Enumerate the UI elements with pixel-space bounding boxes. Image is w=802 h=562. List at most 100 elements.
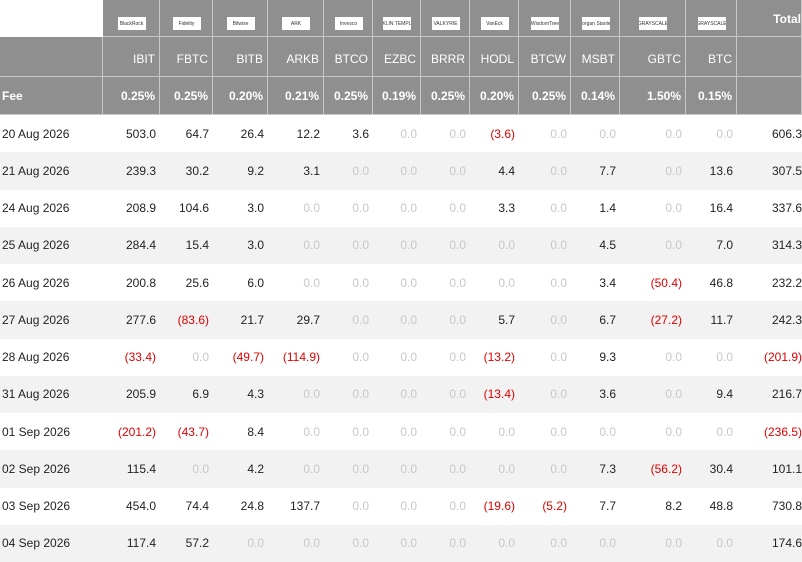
flow-cell: 0.0 [421,338,470,376]
flow-cell: 0.0 [519,115,571,153]
flow-cell: 0.0 [519,450,571,488]
flow-cell: 0.0 [160,338,213,376]
fee: 0.25% [324,77,373,115]
flow-cell: 29.7 [268,301,324,339]
flow-cell: 0.0 [373,487,421,525]
flow-cell: (13.4) [470,375,519,413]
flow-cell: 0.0 [324,152,373,190]
flow-cell: 0.0 [470,264,519,302]
fund-logo: FRANKLIN TEMPLETON [383,17,411,30]
flow-cell: 0.0 [324,413,373,451]
flow-cell: 0.0 [373,152,421,190]
flow-cell: 13.6 [686,152,737,190]
flow-cell: 0.0 [686,115,737,153]
flow-cell: 3.6 [571,375,620,413]
fund-logo: GRAYSCALE [697,17,726,30]
flow-cell: 0.0 [268,450,324,488]
ticker: HODL [470,37,519,77]
total-cell: 242.3 [737,301,802,339]
flow-cell: 0.0 [519,524,571,562]
flow-cell: 74.4 [160,487,213,525]
flow-cell: 3.3 [470,189,519,227]
flow-cell: 0.0 [268,264,324,302]
flow-cell: 1.4 [571,189,620,227]
flow-cell: 0.0 [421,450,470,488]
flow-cell: 0.0 [620,189,686,227]
flow-cell: 0.0 [421,189,470,227]
flow-cell: 0.0 [620,152,686,190]
total-cell: 314.3 [737,226,802,264]
flow-cell: 46.8 [686,264,737,302]
flow-cell: 0.0 [373,413,421,451]
fund-logo: Bitwise [226,17,255,30]
flow-cell: 503.0 [103,115,160,153]
fee: 0.14% [571,77,620,115]
date: 27 Aug 2026 [0,301,103,339]
flow-cell: 0.0 [373,115,421,153]
flow-cell: 0.0 [470,413,519,451]
flow-cell: 0.0 [324,338,373,376]
total-cell: 730.8 [737,487,802,525]
flow-cell: 0.0 [686,413,737,451]
flow-cell: 3.4 [571,264,620,302]
flow-cell: 0.0 [373,189,421,227]
flow-cell: 11.7 [686,301,737,339]
flow-cell: 15.4 [160,226,213,264]
fund-logo: Morgan Stanley [581,17,610,30]
flow-cell: 0.0 [324,450,373,488]
flow-cell: 4.3 [213,375,268,413]
flow-cell: 117.4 [103,524,160,562]
flow-cell: 0.0 [373,338,421,376]
total-cell: 337.6 [737,189,802,227]
flow-cell: 0.0 [268,226,324,264]
total-header: Total [737,0,802,37]
flow-cell: 0.0 [519,264,571,302]
date: 20 Aug 2026 [0,115,103,153]
flow-cell: 239.3 [103,152,160,190]
fund-logo: ARK [282,17,310,30]
flow-cell: 277.6 [103,301,160,339]
fee: 0.19% [373,77,421,115]
flow-cell: 8.4 [213,413,268,451]
total-cell: 174.6 [737,524,802,562]
flow-cell: 0.0 [373,524,421,562]
flow-cell: (49.7) [213,338,268,376]
flow-cell: 0.0 [373,264,421,302]
fee: 0.25% [160,77,213,115]
fund-logo: Fidelity [172,17,201,30]
flow-cell: 30.2 [160,152,213,190]
ticker: MSBT [571,37,620,77]
flow-cell: 0.0 [421,115,470,153]
date: 31 Aug 2026 [0,375,103,413]
flow-cell: 0.0 [620,338,686,376]
flow-cell: 0.0 [421,413,470,451]
flow-cell: 137.7 [268,487,324,525]
flow-cell: 0.0 [620,375,686,413]
flow-cell: 0.0 [324,524,373,562]
ticker: GBTC [620,37,686,77]
flow-cell: 0.0 [373,226,421,264]
flow-cell: 7.3 [571,450,620,488]
flow-cell: 5.7 [470,301,519,339]
fund-logo: VALKYRIE [431,17,460,30]
total-cell: (201.9) [737,338,802,376]
date: 02 Sep 2026 [0,450,103,488]
date: 04 Sep 2026 [0,524,103,562]
flow-cell: (3.6) [470,115,519,153]
flow-cell: 0.0 [268,413,324,451]
date: 03 Sep 2026 [0,487,103,525]
flow-cell: (13.2) [470,338,519,376]
flow-cell: 0.0 [268,189,324,227]
flow-cell: 64.7 [160,115,213,153]
flow-cell: 0.0 [373,301,421,339]
flow-cell: 0.0 [571,413,620,451]
flow-cell: (33.4) [103,338,160,376]
flow-cell: (56.2) [620,450,686,488]
flow-cell: 0.0 [571,524,620,562]
fund-logo: GRAYSCALE [639,17,667,30]
flow-cell: 4.4 [470,152,519,190]
flow-cell: 26.4 [213,115,268,153]
flow-cell: 7.0 [686,226,737,264]
flow-cell: 0.0 [421,264,470,302]
